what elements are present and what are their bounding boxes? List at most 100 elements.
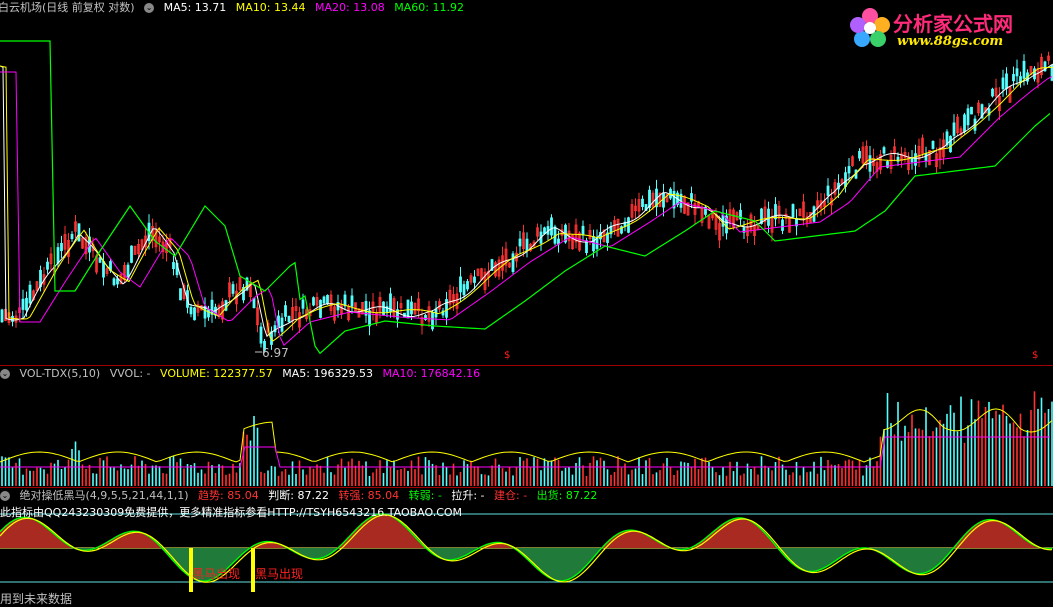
indicator-chart-pane[interactable] [0,504,1053,592]
candle-body [130,245,133,263]
lift-label: 拉升: - [451,489,485,502]
candle-body [123,265,126,281]
candle-body [858,150,861,159]
candle-body [242,286,245,301]
weak-label: 转弱: - [408,489,442,502]
candle-body [1022,60,1026,79]
candle-body [508,262,511,268]
candle-body [280,317,284,332]
judge-label: 判断: 87.22 [268,489,329,502]
candle-body [536,227,539,237]
candle-body [179,288,182,301]
candle-body [606,232,609,243]
candle-body [399,303,403,309]
candle-body [56,247,60,264]
candle-body [574,224,578,243]
price-chart-pane[interactable] [0,16,1053,364]
candle-body [231,284,235,294]
ma10-label: MA10: 13.44 [235,1,306,14]
main-panel-header: 白云机场(日线 前复权 对数) ⌄ MA5: 13.71 MA10: 13.44… [0,0,470,16]
candle-body [382,301,385,316]
volume-chart[interactable] [0,382,1053,486]
candle-body [406,299,410,319]
pane-divider [0,365,1053,366]
candle-body [126,264,130,279]
indicator-chart[interactable] [0,504,1053,592]
candle-body [420,317,424,327]
indicator-name: 绝对操低黑马(4,9,5,5,21,44,1,1) [19,489,189,502]
candle-body [476,268,480,276]
volume-chart-pane[interactable] [0,382,1053,486]
candle-body [259,326,263,344]
candle-body [322,296,326,304]
pane-divider-2 [0,487,1053,488]
candle-body [63,234,67,250]
candle-body [963,114,966,133]
candle-body [928,150,931,166]
candle-body [718,223,721,241]
candle-body [0,309,4,323]
candle-body [903,151,907,159]
candle-body [1005,73,1008,90]
candle-body [700,206,704,223]
candle-body [151,226,154,241]
candle-body [207,309,210,318]
vol-ma10-label: MA10: 176842.16 [382,367,481,380]
candle-body [21,298,25,310]
indicator-menu-icon[interactable]: ⌄ [144,3,155,13]
candle-body [543,227,546,234]
price-chart[interactable] [0,16,1053,364]
stock-title: 白云机场(日线 前复权 对数) [0,1,135,14]
logo-url: www.88gs.com [897,34,1004,49]
candle-body [28,284,32,304]
candle-body [1047,55,1050,61]
build-label: 建仓: - [494,489,528,502]
candle-body [284,305,287,317]
candle-body [805,216,809,223]
candle-body [725,215,728,234]
candle-body [945,131,949,146]
candle-body [714,213,718,230]
candle-body [865,145,868,164]
candle-body [665,194,669,203]
candle-body [952,122,956,136]
candle-body [431,312,434,330]
candle-body [385,306,389,313]
candle-body [354,302,357,312]
signal-label-1: 黑马出现 [192,567,241,581]
candle-body [781,219,784,231]
trend-label: 趋势: 85.04 [198,489,259,502]
candle-body [693,203,697,215]
candle-body [812,206,816,222]
volume-menu-icon[interactable]: ⌄ [0,369,10,379]
candle-body [70,233,74,240]
candle-body [879,154,882,170]
candle-body [417,298,420,312]
candle-body [900,153,903,161]
candle-body [987,108,991,116]
candle-body [739,209,742,220]
indicator-notice: 此指标由QQ243230309免费提供，更多精准指标参看HTTP://TSYH6… [0,506,463,519]
candle-body [525,238,529,252]
candle-body [459,276,462,293]
candle-body [1012,74,1015,82]
candle-body [137,244,140,255]
indicator-panel-menu-icon[interactable]: ⌄ [0,491,10,501]
candle-body [651,192,655,208]
candle-body [172,262,175,270]
flower-logo-icon [850,8,890,47]
candle-body [634,205,637,212]
candle-body [889,154,893,169]
candle-body [368,310,371,327]
candle-body [802,201,805,218]
indicator-yellow-line [0,514,1053,583]
candle-body [102,261,105,278]
candle-body [49,253,53,265]
candle-body [711,213,714,219]
candle-body [273,325,277,333]
candle-body [228,282,231,298]
candle-body [977,102,980,114]
candle-body [630,204,634,218]
candle-body [949,135,952,153]
candle-body [396,309,399,320]
